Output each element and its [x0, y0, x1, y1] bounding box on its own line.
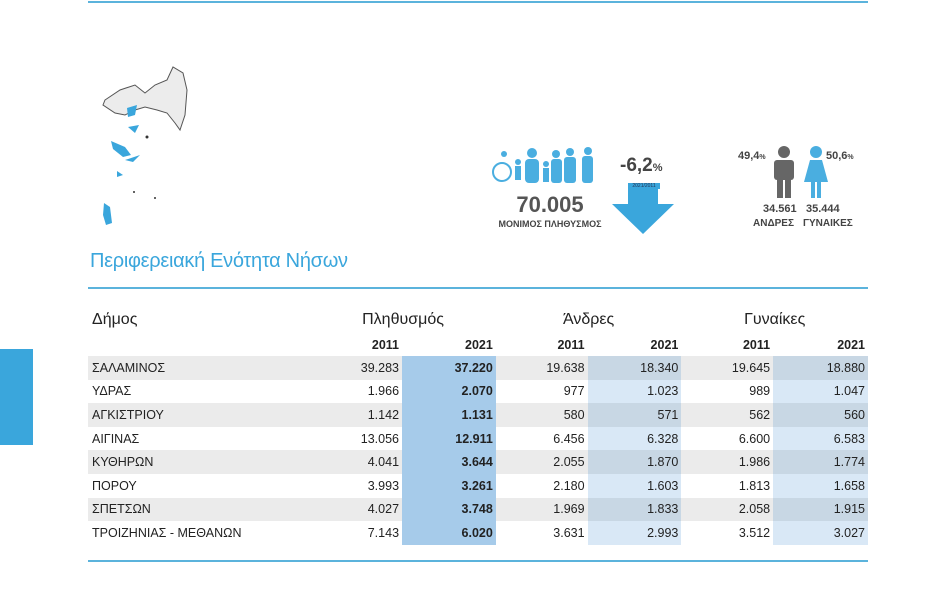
top-divider: [88, 1, 868, 3]
population-2021: 1.131: [402, 403, 496, 427]
side-tab-marker: [0, 349, 33, 445]
women-2021: 1.915: [773, 497, 868, 522]
table-row: ΥΔΡΑΣ 1.966 2.070 977 1.023 989 1.047: [88, 379, 868, 404]
men-2021: 6.328: [587, 426, 682, 451]
population-2011: 3.993: [367, 478, 400, 493]
arrow-down-icon: [612, 188, 674, 234]
population-2011: 7.143: [367, 525, 400, 540]
men-count: 34.561: [763, 203, 797, 215]
population-change: -6,2%: [620, 155, 663, 176]
women-2021: 1.658: [773, 473, 868, 498]
women-percent: 50,6%: [826, 150, 854, 162]
women-2011: 989: [749, 384, 771, 399]
man-icon: [774, 146, 794, 198]
population-2021: 3.261: [402, 473, 496, 498]
table-row: ΤΡΟΙΖΗΝΙΑΣ - ΜΕΘΑΝΩΝ 7.143 6.020 3.631 2.993…: [88, 521, 868, 545]
header-population: Πληθυσμός: [362, 311, 444, 328]
population-2011: 1.142: [367, 407, 400, 422]
population-2021: 12.911: [402, 426, 496, 451]
table-row: ΣΑΛΑΜΙΝΟΣ 39.283 37.220 19.638 18.340 19.645 1…: [88, 356, 868, 380]
title-divider: [88, 287, 868, 289]
population-2021: 3.748: [402, 497, 496, 522]
men-2011: 580: [563, 407, 585, 422]
men-2021: 18.340: [587, 356, 682, 380]
men-2011: 2.180: [553, 478, 585, 493]
women-2021: 1.774: [773, 450, 868, 474]
men-2011: 3.631: [553, 525, 585, 540]
year-header: 2021: [465, 338, 493, 352]
women-2011: 2.058: [738, 502, 771, 517]
population-2011: 1.966: [367, 384, 400, 399]
women-2011: 19.645: [731, 360, 771, 375]
table-row: ΑΓΚΙΣΤΡΙΟΥ 1.142 1.131 580 571 562 560: [88, 403, 868, 427]
population-2011: 13.056: [360, 431, 400, 446]
table-row: ΣΠΕΤΣΩΝ 4.027 3.748 1.969 1.833 2.058 1.915: [88, 497, 868, 522]
women-2021: 1.047: [773, 379, 868, 404]
table-row: ΠΟΡΟΥ 3.993 3.261 2.180 1.603 1.813 1.658: [88, 473, 868, 498]
men-2011: 19.638: [546, 360, 585, 375]
population-2021: 2.070: [402, 379, 496, 404]
population-people-icon: [492, 147, 593, 183]
men-2021: 1.870: [587, 450, 682, 474]
header-municipality: Δήμος: [92, 311, 138, 328]
men-label: ΑΝΔΡΕΣ: [753, 218, 794, 229]
women-2021: 3.027: [773, 521, 868, 545]
change-period: 2021/2011: [628, 183, 660, 189]
year-header: 2011: [557, 338, 585, 352]
population-table: Δήμος Πληθυσμός Άνδρες Γυναίκες 2011 202…: [88, 306, 868, 545]
women-2021: 6.583: [773, 426, 868, 451]
header-women: Γυναίκες: [744, 311, 806, 328]
population-2011: 39.283: [360, 360, 400, 375]
woman-icon: [804, 146, 828, 198]
table-row: ΑΙΓΙΝΑΣ 13.056 12.911 6.456 6.328 6.600 6.583: [88, 426, 868, 451]
page-title: Περιφερειακή Ενότητα Νήσων: [90, 250, 348, 272]
men-2011: 2.055: [553, 455, 585, 470]
men-percent: 49,4%: [738, 150, 766, 162]
total-population: 70.005: [516, 192, 584, 217]
bottom-divider: [88, 560, 868, 562]
women-2021: 18.880: [773, 356, 868, 380]
men-2011: 1.969: [553, 502, 585, 517]
municipality-name: ΤΡΟΙΖΗΝΙΑΣ - ΜΕΘΑΝΩΝ: [92, 525, 242, 540]
year-header: 2011: [742, 338, 771, 352]
municipality-name: ΑΓΚΙΣΤΡΙΟΥ: [92, 407, 164, 422]
women-2021: 560: [773, 403, 868, 427]
municipality-name: ΣΠΕΤΣΩΝ: [92, 502, 151, 517]
region-map-icon: [102, 66, 188, 225]
municipality-name: ΥΔΡΑΣ: [92, 384, 132, 399]
table-row: ΚΥΘΗΡΩΝ 4.041 3.644 2.055 1.870 1.986 1.774: [88, 450, 868, 474]
municipality-name: ΣΑΛΑΜΙΝΟΣ: [92, 360, 166, 375]
men-2021: 1.603: [587, 473, 682, 498]
men-2021: 571: [587, 403, 682, 427]
men-2011: 977: [563, 384, 585, 399]
women-2011: 3.512: [738, 525, 771, 540]
year-header: 2021: [837, 338, 865, 352]
men-2021: 2.993: [587, 521, 682, 545]
municipality-name: ΑΙΓΙΝΑΣ: [92, 431, 140, 446]
women-2011: 1.813: [738, 478, 771, 493]
population-2021: 6.020: [402, 521, 496, 545]
women-2011: 6.600: [738, 431, 771, 446]
municipality-name: ΚΥΘΗΡΩΝ: [92, 455, 154, 470]
women-label: ΓΥΝΑΙΚΕΣ: [803, 218, 853, 229]
men-2011: 6.456: [553, 431, 585, 446]
men-2021: 1.023: [587, 379, 682, 404]
header-men: Άνδρες: [562, 311, 615, 328]
men-2021: 1.833: [587, 497, 682, 522]
year-header: 2011: [371, 338, 400, 352]
total-population-label: ΜΟΝΙΜΟΣ ΠΛΗΘΥΣΜΟΣ: [498, 219, 602, 229]
population-2011: 4.027: [367, 502, 400, 517]
population-2021: 37.220: [402, 356, 496, 380]
population-2011: 4.041: [367, 455, 400, 470]
year-header: 2021: [650, 338, 679, 352]
women-2011: 562: [749, 407, 771, 422]
population-2021: 3.644: [402, 450, 496, 474]
women-2011: 1.986: [738, 455, 771, 470]
women-count: 35.444: [806, 203, 840, 215]
municipality-name: ΠΟΡΟΥ: [92, 478, 137, 493]
